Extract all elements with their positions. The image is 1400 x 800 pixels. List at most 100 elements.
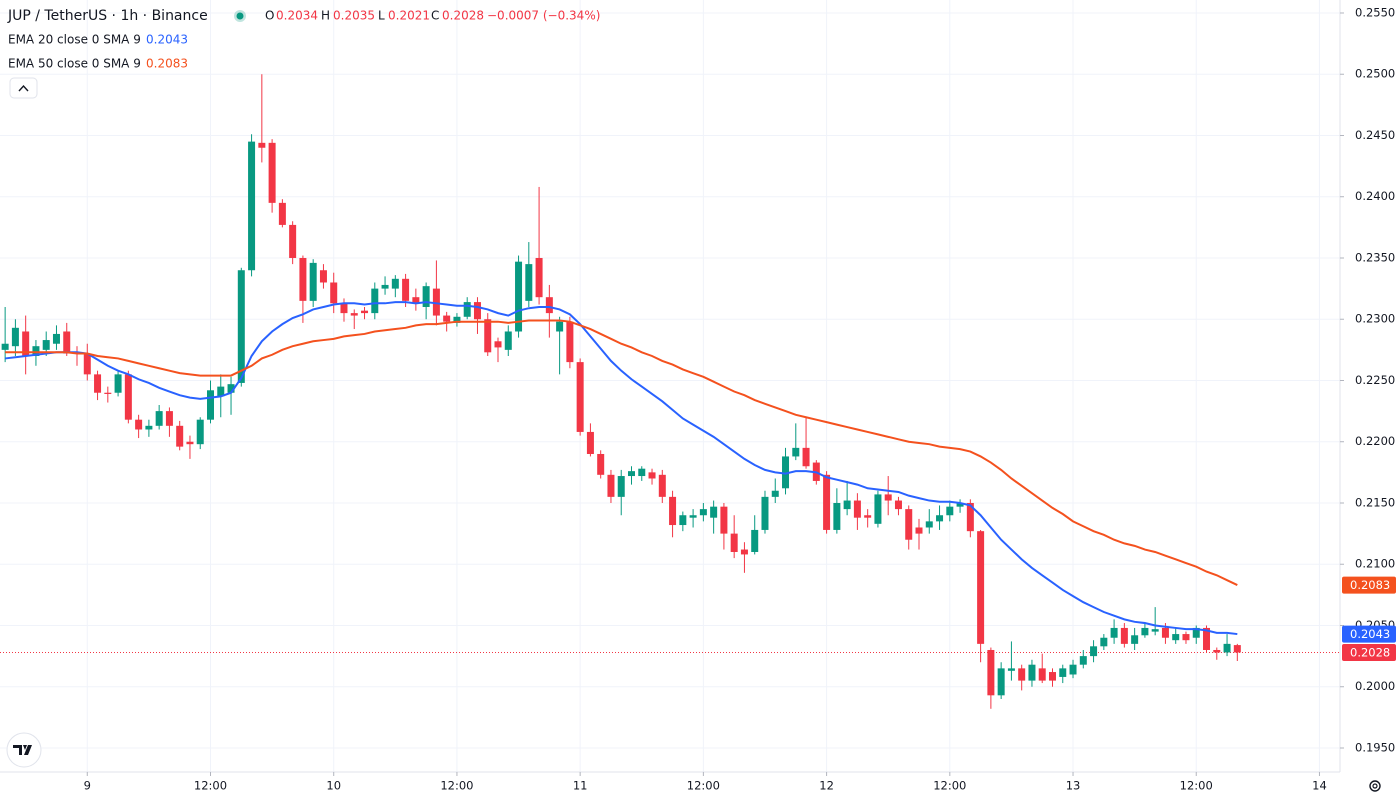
candle-body [761,496,769,530]
candle-body [833,502,841,530]
candle-body [319,270,327,283]
collapse-icon[interactable] [18,84,29,92]
x-tick-label: 10 [326,779,341,793]
ohlc-name: C [431,9,439,23]
candle-body [782,456,790,489]
candle-body [864,515,872,518]
y-tick-label: 0.2300 [1355,312,1395,326]
candle-body [432,288,440,316]
candle-body [165,411,173,426]
candle-body [11,327,19,347]
candle-body [196,419,204,445]
candle-body [1048,672,1056,681]
candle-body [186,441,194,445]
candle-body [42,340,50,350]
candle-body [730,533,738,552]
ema-line [5,319,1238,586]
y-tick-label: 0.2350 [1355,250,1395,264]
candle-body [504,331,512,350]
settings-icon-core[interactable] [1372,783,1378,789]
candle-body [309,262,317,301]
x-tick-label: 12:00 [194,779,227,793]
candle-body [299,257,307,301]
collapse-button-box[interactable] [9,77,38,99]
y-tick-label: 0.2400 [1355,189,1395,203]
y-tick-label: 0.2100 [1355,557,1395,571]
candle-body [422,286,430,307]
candle-body [987,649,995,696]
candle-body [94,374,102,393]
ohlc-name: L [378,9,385,23]
candle-body [1090,646,1098,657]
candle-body [473,302,481,320]
change: −0.0007 (−0.34%) [487,9,600,23]
logo-circle [6,732,42,768]
candle-body [155,411,163,426]
candle-body [1100,637,1108,647]
candle-body [617,476,625,497]
x-tick-label: 12:00 [933,779,966,793]
candle-body [997,668,1005,696]
y-tick-label: 0.2450 [1355,128,1395,142]
candle-body [607,474,615,497]
collapse-button[interactable] [9,77,38,99]
candle-body [597,453,605,475]
candle-body [1141,627,1149,636]
candle-body [720,506,728,534]
candle-body [1059,668,1067,677]
candle-body [853,500,861,518]
candle-body [638,468,646,477]
settings-button[interactable] [1369,780,1381,792]
candle-body [1223,643,1231,653]
candle-body [843,500,851,510]
candle-body [792,447,800,457]
y-tick-label: 0.2150 [1355,495,1395,509]
settings-icon[interactable] [1369,780,1381,792]
candle-body [648,472,656,479]
candle-body [925,521,933,528]
candle-body [802,447,810,467]
candle-body [258,142,266,148]
candle-body [1192,627,1200,638]
candle-body [268,142,276,203]
candle-body [1038,668,1046,681]
candle-body [699,509,707,516]
candle-body [823,474,831,530]
candle-body [556,321,564,332]
price-tag-label: 0.2083 [1350,578,1390,592]
ohlc-value: 0.2028 [442,9,484,23]
legend-label: EMA 20 close 0 SMA 9 [8,33,141,47]
price-tag [1342,576,1396,594]
x-tick-label: 11 [573,779,588,793]
legend-value: 0.2083 [146,57,188,71]
candle-body [217,386,225,397]
candle-body [1110,627,1118,638]
candle-body [710,506,718,518]
candle-body [905,509,913,540]
candle-body [689,515,697,518]
price-tag-label: 0.2043 [1350,627,1390,641]
candle-body [915,527,923,534]
candle-body [1151,629,1159,632]
candle-body [1203,627,1211,650]
candle-body [443,315,451,322]
candle-body [1172,634,1180,641]
candle-body [956,502,964,507]
y-tick-label: 0.2550 [1355,5,1395,19]
price-tag [1342,625,1396,643]
candle-body [1120,627,1128,644]
candle-body [1007,668,1015,671]
legend-value: 0.2043 [146,33,188,47]
candle-body [884,494,892,501]
candle-body [669,496,677,526]
candle-body [1018,668,1026,681]
candle-body [874,494,882,524]
candle-body [1028,664,1036,681]
candle-body [248,141,256,271]
status-dot [236,12,244,20]
candle-body [679,515,687,526]
candle-body [525,264,533,301]
y-tick-label: 0.2200 [1355,434,1395,448]
candle-body [494,341,502,348]
